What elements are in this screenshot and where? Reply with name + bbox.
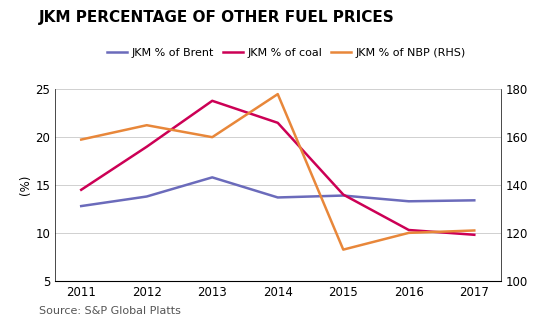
Legend: JKM % of Brent, JKM % of coal, JKM % of NBP (RHS): JKM % of Brent, JKM % of coal, JKM % of … <box>103 43 470 62</box>
Line: JKM % of coal: JKM % of coal <box>81 101 474 235</box>
JKM % of coal <box>471 233 477 237</box>
JKM % of coal <box>144 145 150 149</box>
JKM % of Brent <box>405 199 412 203</box>
JKM % of Brent <box>471 198 477 202</box>
JKM % of NBP (RHS) <box>78 138 85 142</box>
Line: JKM % of Brent: JKM % of Brent <box>81 177 474 206</box>
Line: JKM % of NBP (RHS): JKM % of NBP (RHS) <box>81 94 474 249</box>
JKM % of coal <box>78 188 85 192</box>
JKM % of Brent <box>340 194 346 197</box>
JKM % of Brent <box>144 195 150 198</box>
JKM % of NBP (RHS) <box>471 229 477 233</box>
JKM % of NBP (RHS) <box>274 92 281 96</box>
JKM % of Brent <box>78 204 85 208</box>
Y-axis label: (%): (%) <box>19 175 32 195</box>
JKM % of NBP (RHS) <box>340 248 346 251</box>
JKM % of NBP (RHS) <box>405 231 412 235</box>
JKM % of Brent <box>209 175 216 179</box>
JKM % of coal <box>209 99 216 103</box>
JKM % of coal <box>340 193 346 197</box>
Text: Source: S&P Global Platts: Source: S&P Global Platts <box>39 306 180 316</box>
JKM % of Brent <box>274 196 281 199</box>
JKM % of NBP (RHS) <box>209 135 216 139</box>
JKM % of coal <box>274 121 281 125</box>
JKM % of coal <box>405 228 412 232</box>
JKM % of NBP (RHS) <box>144 123 150 127</box>
Text: JKM PERCENTAGE OF OTHER FUEL PRICES: JKM PERCENTAGE OF OTHER FUEL PRICES <box>39 10 394 25</box>
